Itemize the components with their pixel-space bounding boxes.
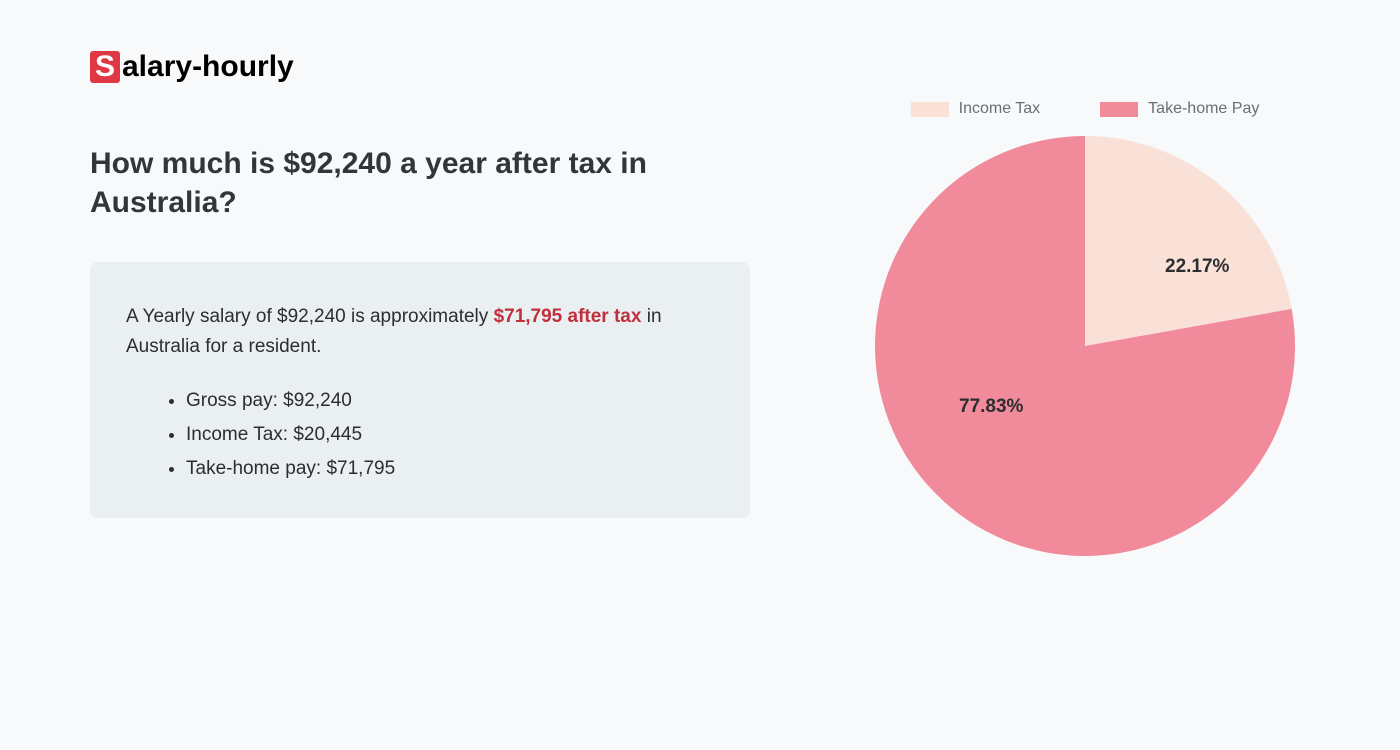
legend-item-income-tax: Income Tax	[911, 100, 1041, 118]
summary-text: A Yearly salary of $92,240 is approximat…	[126, 302, 714, 363]
pie-chart-wrap: 22.17% 77.83%	[875, 136, 1295, 561]
summary-prefix: A Yearly salary of $92,240 is approximat…	[126, 306, 494, 327]
legend-label-income-tax: Income Tax	[959, 100, 1041, 118]
slice-label-take-home: 77.83%	[959, 396, 1023, 418]
left-column: S alary-hourly How much is $92,240 a yea…	[0, 0, 770, 750]
legend-swatch-income-tax	[911, 102, 949, 117]
logo-box-icon: S	[90, 51, 120, 83]
bullet-income-tax: Income Tax: $20,445	[186, 419, 714, 451]
logo: S alary-hourly	[90, 50, 770, 84]
right-column: Income Tax Take-home Pay 22.17% 77.83%	[770, 0, 1400, 750]
legend-item-take-home: Take-home Pay	[1100, 100, 1259, 118]
pie-chart	[875, 136, 1295, 556]
page-title: How much is $92,240 a year after tax in …	[90, 144, 730, 222]
legend-label-take-home: Take-home Pay	[1148, 100, 1259, 118]
legend-swatch-take-home	[1100, 102, 1138, 117]
logo-text: alary-hourly	[122, 50, 294, 84]
summary-highlight: $71,795 after tax	[494, 306, 642, 327]
summary-bullets: Gross pay: $92,240 Income Tax: $20,445 T…	[126, 385, 714, 486]
summary-card: A Yearly salary of $92,240 is approximat…	[90, 262, 750, 518]
slice-label-income-tax: 22.17%	[1165, 256, 1229, 278]
bullet-take-home: Take-home pay: $71,795	[186, 453, 714, 485]
bullet-gross-pay: Gross pay: $92,240	[186, 385, 714, 417]
chart-legend: Income Tax Take-home Pay	[770, 100, 1400, 118]
page-container: S alary-hourly How much is $92,240 a yea…	[0, 0, 1400, 750]
